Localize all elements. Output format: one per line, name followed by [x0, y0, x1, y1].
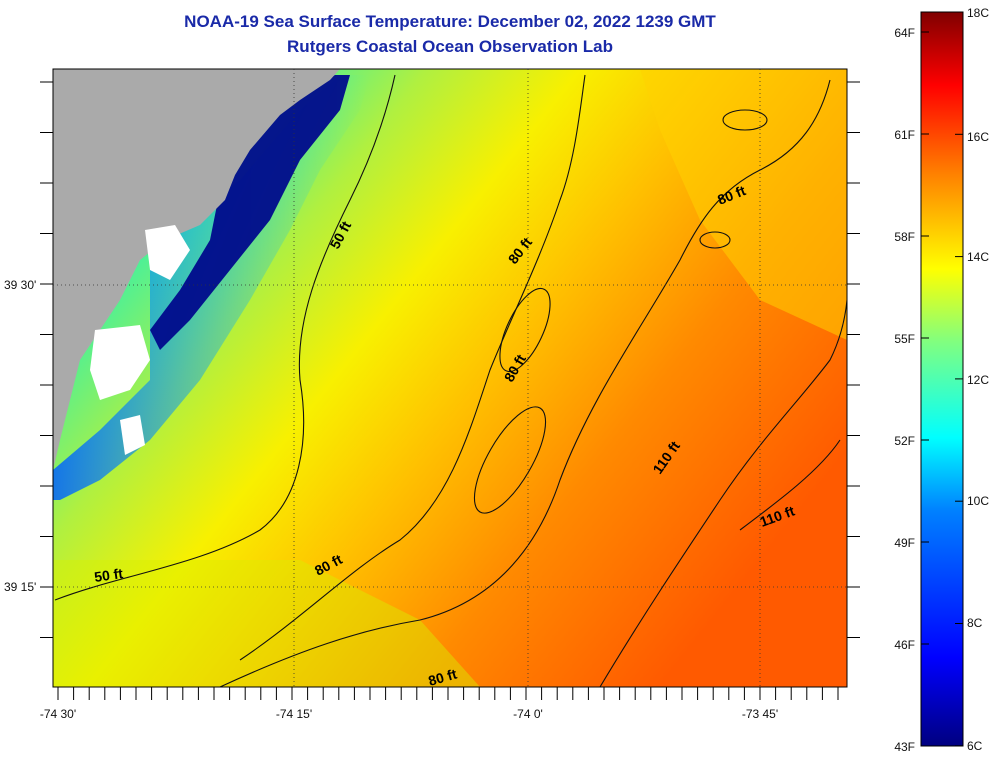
- colorbar-f-label: 58F: [894, 230, 915, 244]
- land-mass: [53, 69, 340, 470]
- colorbar-f-label: 43F: [894, 740, 915, 754]
- frame-ticks: [40, 81, 860, 700]
- colorbar-c-label: 18C: [967, 6, 989, 20]
- lon-tick-label: -74 0': [513, 707, 543, 721]
- sst-field: [53, 69, 847, 687]
- map-frame: [52, 68, 848, 688]
- lat-tick-label: 39 15': [4, 580, 36, 594]
- contour-label: 80 ft: [426, 665, 458, 688]
- colorbar-f-label: 64F: [894, 26, 915, 40]
- lon-tick-label: -74 15': [276, 707, 312, 721]
- map-subtitle: Rutgers Coastal Ocean Observation Lab: [287, 37, 613, 56]
- colorbar-c-label: 8C: [967, 616, 983, 630]
- colorbar-c-label: 14C: [967, 250, 989, 264]
- colorbar-f-label: 49F: [894, 536, 915, 550]
- colorbar-f-label: 46F: [894, 638, 915, 652]
- colorbar-c-label: 6C: [967, 739, 983, 753]
- graticule: [53, 69, 847, 687]
- colorbar-c-label: 16C: [967, 130, 989, 144]
- contour-label: 50 ft: [93, 565, 124, 585]
- colorbar-c-label: 12C: [967, 373, 989, 387]
- colorbar-ticks: [921, 11, 963, 747]
- map-title: NOAA-19 Sea Surface Temperature: Decembe…: [184, 12, 716, 31]
- lon-tick-label: -73 45': [742, 707, 778, 721]
- lat-tick-label: 39 30': [4, 278, 36, 292]
- colorbar-f-label: 55F: [894, 332, 915, 346]
- colorbar-f-label: 52F: [894, 434, 915, 448]
- colorbar-c-label: 10C: [967, 494, 989, 508]
- lon-tick-label: -74 30': [40, 707, 76, 721]
- colorbar-f-label: 61F: [894, 128, 915, 142]
